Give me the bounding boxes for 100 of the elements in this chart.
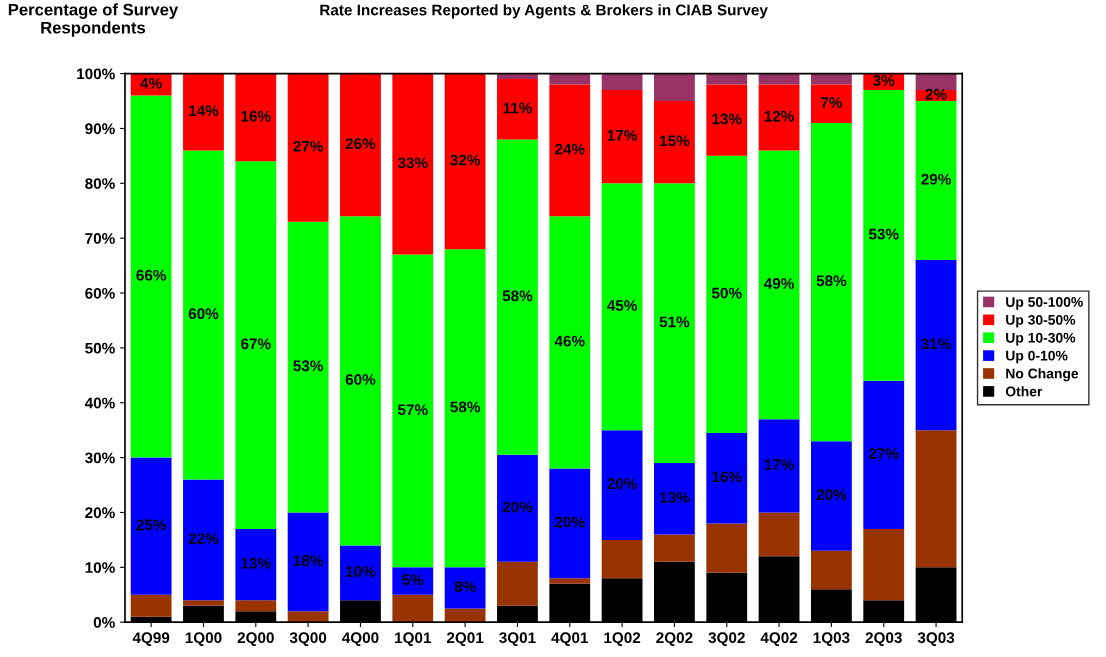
data-label: 5% — [402, 574, 424, 586]
bar — [392, 73, 434, 255]
bar — [706, 73, 748, 85]
bar — [758, 84, 800, 151]
bar — [183, 150, 224, 480]
data-label: 20% — [816, 489, 847, 501]
bar — [392, 594, 434, 623]
data-label: 17% — [764, 459, 794, 470]
x-tick-label: 1Q02 — [604, 632, 641, 646]
data-label: 20% — [502, 501, 533, 513]
data-label: 27% — [868, 448, 899, 459]
data-label: 22% — [188, 533, 219, 544]
legend-label: Other — [1005, 386, 1043, 397]
y-tick-label: 60% — [85, 287, 115, 299]
data-label: 20% — [607, 478, 637, 490]
data-label: 4% — [140, 77, 162, 89]
data-label: 10% — [346, 566, 376, 577]
data-label: 16% — [712, 471, 742, 483]
bar — [654, 463, 695, 535]
bar — [549, 216, 591, 469]
data-label: 17% — [607, 129, 637, 141]
legend-label: Up 50-100% — [1006, 297, 1083, 310]
bar — [810, 84, 852, 123]
bar — [340, 216, 381, 546]
y-tick-label: 100% — [77, 68, 115, 80]
bar — [706, 155, 748, 433]
data-label: 20% — [555, 516, 585, 528]
bar — [706, 432, 748, 524]
data-label: 25% — [136, 519, 167, 531]
bar — [863, 90, 905, 381]
bar — [601, 430, 643, 540]
bar — [601, 539, 643, 579]
y-tick-label: 80% — [85, 178, 115, 189]
data-label: 60% — [188, 308, 219, 320]
data-label: 13% — [241, 557, 271, 569]
bar — [444, 249, 486, 568]
bar — [758, 512, 800, 557]
bar — [130, 594, 172, 617]
bar — [497, 79, 538, 140]
bar — [601, 73, 643, 91]
bar — [810, 73, 852, 85]
data-label: 13% — [712, 113, 742, 125]
bar — [392, 567, 434, 595]
x-tick-label: 2Q02 — [656, 632, 693, 646]
bar — [444, 567, 486, 609]
data-label: 11% — [503, 102, 532, 114]
bar — [497, 454, 538, 562]
bar — [183, 479, 224, 601]
x-tick-label: 3Q00 — [289, 632, 327, 646]
bar — [497, 561, 538, 606]
data-label: 27% — [293, 140, 324, 152]
bar — [758, 419, 800, 513]
data-label: 50% — [711, 287, 742, 299]
bar — [654, 183, 695, 464]
data-label: 16% — [241, 110, 271, 122]
data-label: 66% — [136, 269, 167, 281]
bar — [235, 528, 277, 601]
x-tick-label: 4Q00 — [342, 632, 379, 646]
bar — [810, 441, 852, 551]
bar — [863, 380, 905, 529]
x-tick-label: 1Q01 — [395, 632, 432, 646]
data-label: 14% — [189, 105, 219, 117]
data-label: 24% — [555, 143, 585, 155]
y-tick-label: 50% — [85, 342, 115, 354]
data-label: 33% — [397, 157, 428, 169]
bar — [601, 90, 643, 184]
data-label: 45% — [607, 300, 637, 311]
data-label: 57% — [397, 404, 428, 416]
y-tick-label: 20% — [85, 507, 115, 519]
bar — [130, 457, 172, 595]
x-tick-label: 4Q01 — [551, 632, 589, 646]
y-tick-label: 40% — [84, 397, 115, 409]
legend-label: Up 10-30% — [1006, 332, 1076, 346]
x-tick-label: 3Q03 — [917, 632, 955, 646]
data-label: 8% — [454, 581, 476, 592]
bar — [549, 578, 591, 584]
x-tick-label: 2Q00 — [237, 632, 274, 646]
legend-label: Up 30-50% — [1006, 314, 1076, 328]
data-label: 32% — [450, 154, 480, 166]
bar — [654, 73, 695, 102]
bar — [549, 84, 591, 217]
bar — [915, 430, 957, 568]
data-label: 51% — [659, 316, 690, 328]
x-tick-label: 4Q99 — [132, 632, 170, 646]
data-label: 31% — [921, 338, 951, 350]
bar — [549, 468, 591, 579]
bar — [444, 608, 486, 623]
bar — [706, 523, 748, 573]
bar — [601, 183, 643, 431]
legend-label: Up 0-10% — [1006, 350, 1068, 364]
bar — [758, 73, 800, 85]
bar — [287, 73, 329, 222]
bar — [497, 139, 538, 455]
bar — [340, 545, 381, 601]
data-label: 49% — [764, 278, 794, 289]
bar — [340, 73, 381, 217]
y-axis-title: Percentage of Survey Respondents — [8, 3, 179, 37]
x-tick-label: 2Q03 — [865, 632, 902, 646]
data-label: 53% — [868, 228, 899, 240]
bar — [392, 254, 434, 568]
